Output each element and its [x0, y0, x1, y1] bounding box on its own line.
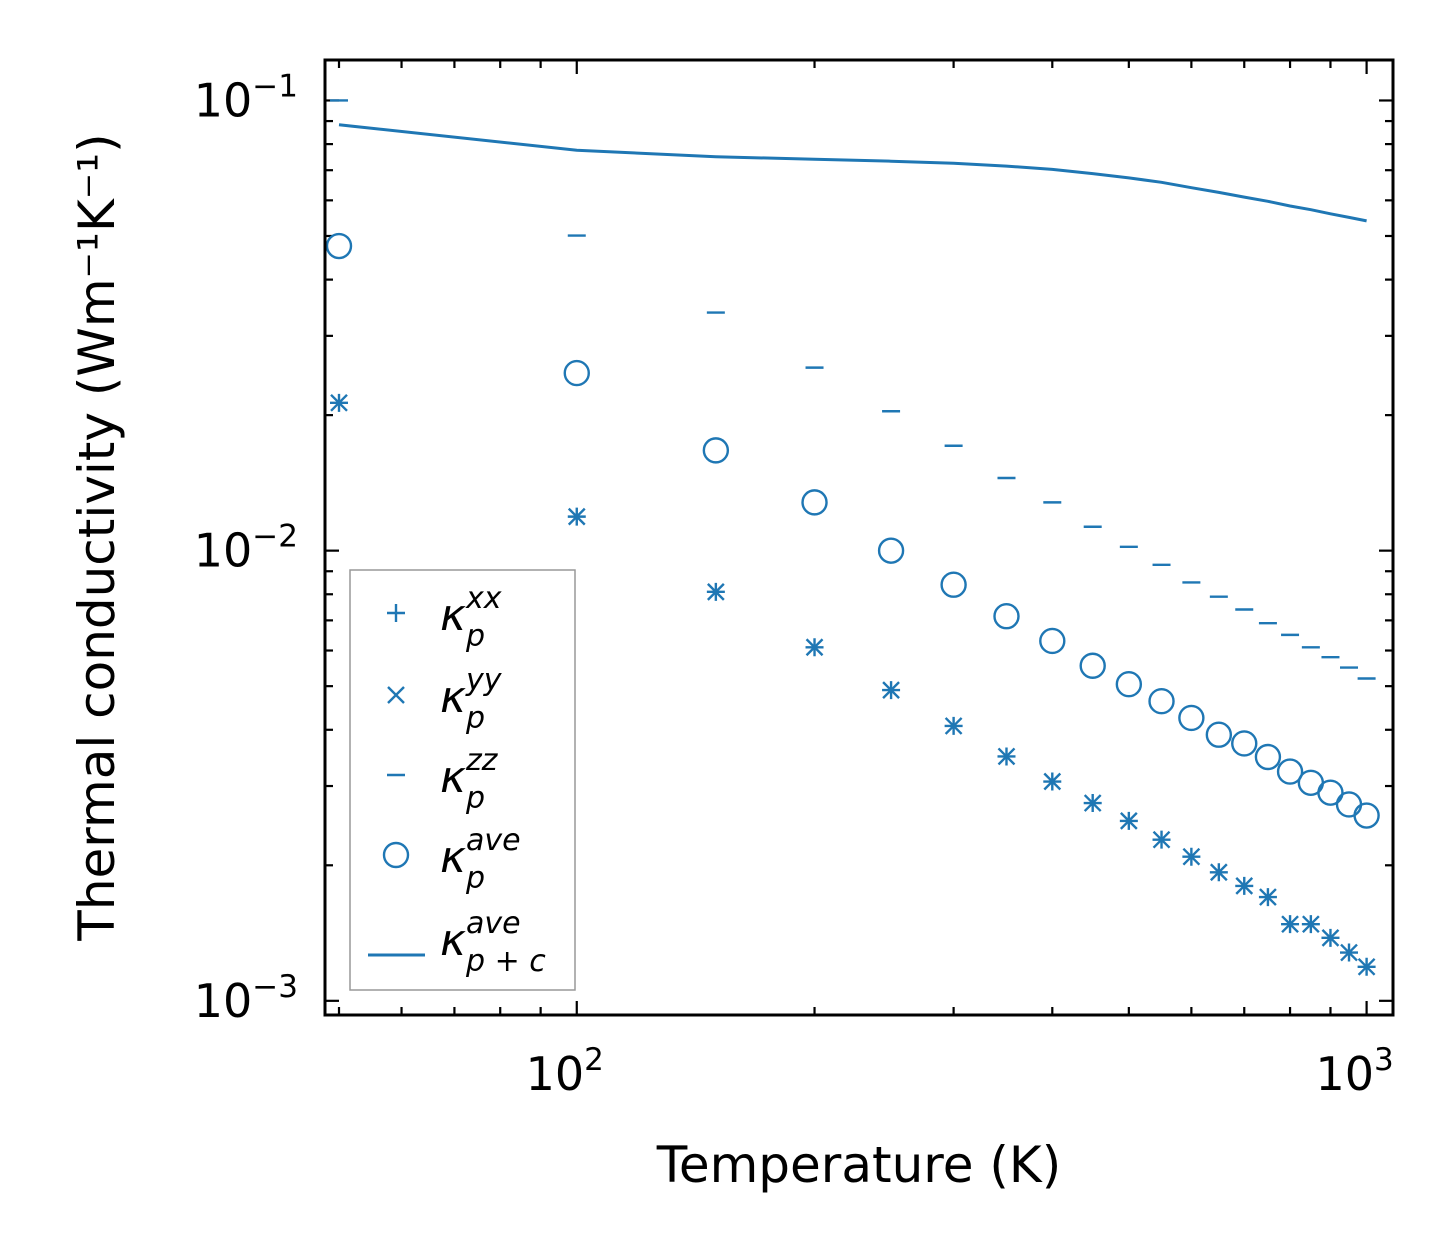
series-hline: [330, 99, 1376, 680]
legend-entry: κave p: [382, 823, 521, 896]
x-axis-label: Temperature (K): [656, 1136, 1061, 1194]
data-point-x: [944, 717, 963, 735]
data-point-x: [805, 638, 824, 657]
legend-marker-x: [387, 686, 405, 704]
y-tick-label: 10−2: [194, 519, 298, 578]
y-tick-label: 10−3: [194, 969, 298, 1028]
data-point-x: [1209, 863, 1228, 882]
legend-marker-circle: [382, 841, 410, 869]
data-point-x: [1281, 915, 1299, 934]
legend-label: κyy p: [440, 663, 503, 736]
data-point-x: [1357, 957, 1376, 976]
tick-labels: 102 103 10−1 10−2 10−3: [194, 68, 1394, 1101]
series-circle: [325, 232, 1380, 829]
data-point-x: [1182, 847, 1201, 866]
data-point-x: [1259, 888, 1277, 906]
legend-entry: κxx p: [387, 581, 502, 654]
x-tick-label: 102: [526, 1042, 604, 1101]
data-point-circle: [1115, 671, 1143, 698]
data-point-circle: [563, 359, 590, 387]
data-point-circle: [1254, 743, 1282, 771]
data-point-circle: [1317, 779, 1344, 806]
data-point-circle: [1231, 730, 1258, 757]
data-point-circle: [801, 489, 828, 516]
legend-marker-plus: [387, 604, 405, 622]
data-point-circle: [1276, 758, 1304, 785]
data-point-x: [1302, 915, 1320, 934]
data-point-x: [1340, 943, 1358, 962]
data-point-circle: [325, 232, 353, 260]
data-point-circle: [1205, 721, 1233, 748]
series-layer: [325, 99, 1380, 976]
data-point-circle: [877, 537, 905, 564]
x-tick-label: 103: [1315, 1042, 1393, 1101]
series-line: [338, 123, 1367, 223]
data-point-circle: [940, 571, 967, 598]
legend-entry: κzz p: [387, 743, 499, 816]
data-point-circle: [702, 437, 730, 464]
legend-label: κzz p: [440, 743, 499, 816]
data-point-x: [997, 747, 1016, 766]
y-tick-label: 10−1: [194, 68, 298, 127]
series-x: [330, 393, 1376, 976]
data-point-circle: [1079, 652, 1106, 679]
plot-area-frame: [323, 58, 1395, 1017]
data-point-circle: [1148, 687, 1175, 715]
legend-entry: κyy p: [387, 663, 503, 736]
data-point-x: [1152, 830, 1171, 849]
data-point-circle: [1335, 791, 1363, 818]
data-point-x: [882, 681, 900, 699]
series-line: [338, 123, 1367, 223]
y-axis-label: Thermal conductivity (Wm⁻¹K⁻¹): [68, 133, 126, 941]
major-ticks: [325, 60, 1393, 1015]
legend-label: κave p: [440, 823, 521, 896]
legend: κxx p κyy p κzz p κave p κave p + c: [349, 569, 576, 991]
legend-box: [349, 569, 576, 991]
data-point-x: [1083, 794, 1102, 812]
data-point-circle: [1039, 627, 1066, 655]
legend-entry: κave p + c: [368, 906, 546, 979]
data-point-x: [707, 582, 725, 601]
data-point-circle: [993, 603, 1020, 630]
data-point-x: [1235, 877, 1254, 895]
data-point-circle: [1178, 704, 1205, 732]
data-point-x: [330, 393, 348, 412]
legend-entries: κxx p κyy p κzz p κave p κave p + c: [368, 581, 546, 979]
data-point-x: [567, 507, 586, 526]
data-point-x: [1321, 928, 1340, 947]
data-point-circle: [1353, 802, 1380, 829]
data-point-x: [1119, 812, 1138, 830]
data-point-x: [1043, 772, 1062, 791]
legend-label: κxx p: [440, 581, 502, 654]
legend-label: κave p + c: [440, 906, 546, 979]
